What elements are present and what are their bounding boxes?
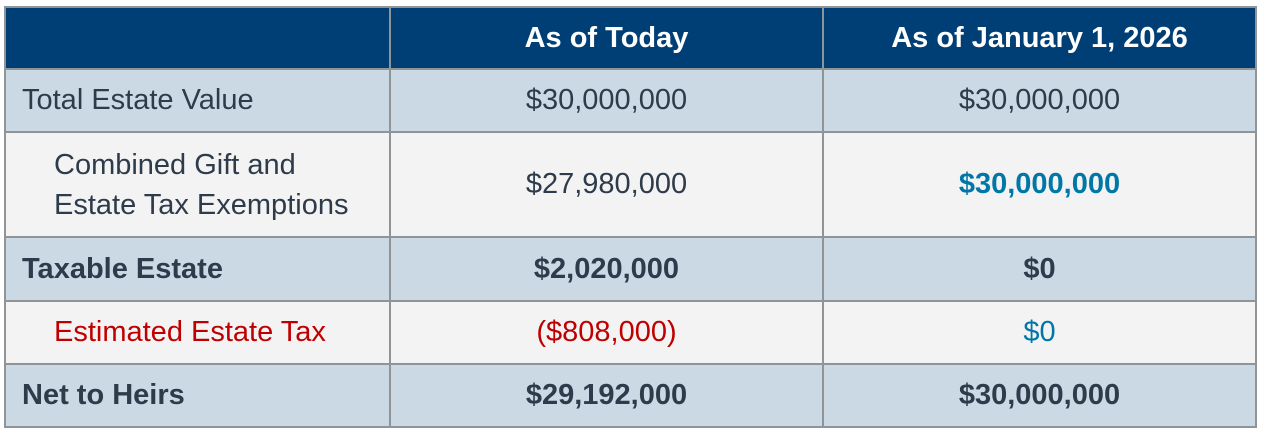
cell-2026-total-estate-value: $30,000,000 — [822, 68, 1257, 133]
row-label-net-to-heirs: Net to Heirs — [4, 363, 391, 428]
cell-today-estimated-estate-tax: ($808,000) — [389, 300, 824, 365]
cell-today-total-estate-value: $30,000,000 — [389, 68, 824, 133]
cell-2026-net-to-heirs: $30,000,000 — [822, 363, 1257, 428]
cell-2026-exemptions: $30,000,000 — [822, 131, 1257, 238]
row-label-estimated-estate-tax: Estimated Estate Tax — [4, 300, 391, 365]
header-row: As of Today As of January 1, 2026 — [4, 6, 1257, 70]
row-label-total-estate-value: Total Estate Value — [4, 68, 391, 133]
table-row: Taxable Estate $2,020,000 $0 — [4, 236, 1257, 302]
row-label-taxable-estate: Taxable Estate — [4, 236, 391, 302]
cell-today-net-to-heirs: $29,192,000 — [389, 363, 824, 428]
cell-today-exemptions: $27,980,000 — [389, 131, 824, 238]
header-as-of-jan-2026: As of January 1, 2026 — [822, 6, 1257, 70]
row-label-exemptions: Combined Gift and Estate Tax Exemptions — [4, 131, 391, 238]
row-label-exemptions-line-2: Estate Tax Exemptions — [54, 188, 349, 221]
header-as-of-today: As of Today — [389, 6, 824, 70]
table-row: Net to Heirs $29,192,000 $30,000,000 — [4, 363, 1257, 428]
cell-2026-taxable-estate: $0 — [822, 236, 1257, 302]
estate-comparison-table: As of Today As of January 1, 2026 Total … — [4, 6, 1257, 428]
cell-today-taxable-estate: $2,020,000 — [389, 236, 824, 302]
table-row: Combined Gift and Estate Tax Exemptions … — [4, 131, 1257, 238]
cell-2026-estimated-estate-tax: $0 — [822, 300, 1257, 365]
table-row: Total Estate Value $30,000,000 $30,000,0… — [4, 68, 1257, 133]
row-label-exemptions-line-1: Combined Gift and — [54, 148, 296, 181]
table-row: Estimated Estate Tax ($808,000) $0 — [4, 300, 1257, 365]
header-blank-cell — [4, 6, 391, 70]
